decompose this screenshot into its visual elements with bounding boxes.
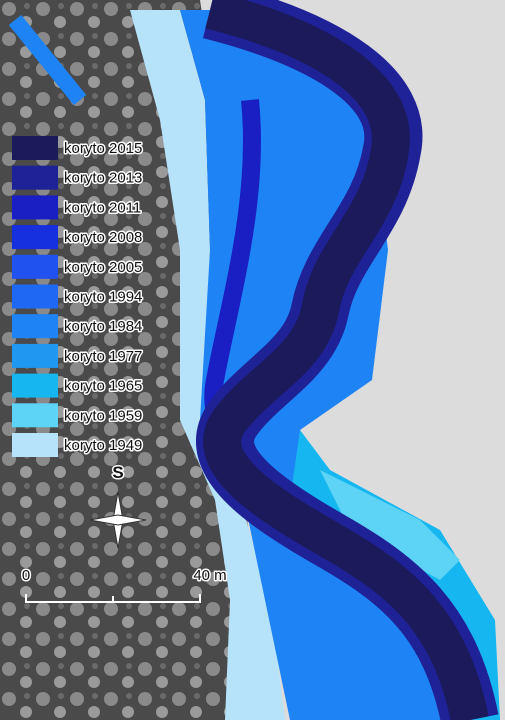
legend-swatch (12, 195, 58, 219)
legend-swatch (12, 314, 58, 338)
legend-label: koryto 1965 (64, 378, 142, 395)
legend-swatch (12, 374, 58, 398)
legend-label: koryto 2015 (64, 140, 142, 157)
map: koryto 2015 koryto 2013 koryto 2011 koryto … (0, 0, 505, 720)
legend-label: koryto 1949 (64, 437, 142, 454)
legend: koryto 2015 koryto 2013 koryto 2011 koryto … (12, 136, 142, 457)
scale-end: 40 m (193, 567, 226, 584)
legend-swatch (12, 225, 58, 249)
legend-label: koryto 2008 (64, 229, 142, 246)
legend-label: koryto 2011 (64, 199, 141, 216)
legend-label: koryto 1984 (64, 318, 142, 335)
legend-label: koryto 2005 (64, 259, 142, 276)
legend-swatch (12, 136, 58, 160)
legend-swatch (12, 255, 58, 279)
legend-swatch (12, 285, 58, 309)
legend-swatch (12, 344, 58, 368)
scale-start: 0 (22, 567, 30, 584)
legend-swatch (12, 166, 58, 190)
legend-swatch (12, 403, 58, 427)
legend-label: koryto 1959 (64, 407, 142, 424)
north-label: S (112, 463, 123, 482)
legend-label: koryto 1977 (64, 348, 142, 365)
legend-label: koryto 1994 (64, 289, 142, 306)
legend-label: koryto 2013 (64, 170, 142, 187)
legend-swatch (12, 433, 58, 457)
